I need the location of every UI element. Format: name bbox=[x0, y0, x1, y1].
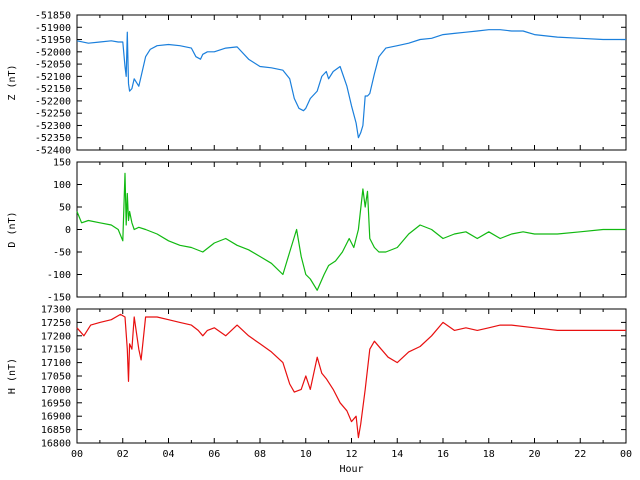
z-ytick-label: -52050 bbox=[35, 60, 71, 71]
z-ytick-label: -52300 bbox=[35, 121, 71, 132]
z-ytick-label: -52250 bbox=[35, 109, 71, 120]
d-ytick-label: -100 bbox=[47, 270, 71, 281]
d-series-line bbox=[76, 172, 626, 291]
h-ytick-label: 17050 bbox=[41, 372, 71, 383]
z-ytick-label: -52000 bbox=[35, 47, 71, 58]
d-ytick-label: 100 bbox=[53, 180, 71, 191]
d-ytick-label: -150 bbox=[47, 293, 71, 304]
z-ytick-label: -52400 bbox=[35, 146, 71, 157]
z-ytick-label: -51900 bbox=[35, 23, 71, 34]
z-ytick-label: -52100 bbox=[35, 72, 71, 83]
x-tick-label: 12 bbox=[345, 449, 357, 460]
x-axis-label: Hour bbox=[339, 464, 363, 475]
x-tick-label: 06 bbox=[208, 449, 220, 460]
x-tick-label: 02 bbox=[117, 449, 129, 460]
d-ylabel: D (nT) bbox=[7, 211, 18, 247]
z-ytick-label: -52150 bbox=[35, 84, 71, 95]
h-ytick-label: 17100 bbox=[41, 358, 71, 369]
x-tick-label: 08 bbox=[254, 449, 266, 460]
x-tick-label: 22 bbox=[574, 449, 586, 460]
h-ytick-label: 16850 bbox=[41, 425, 71, 436]
z-ytick-label: -51850 bbox=[35, 11, 71, 22]
x-tick-label: 00 bbox=[620, 449, 632, 460]
x-tick-label: 04 bbox=[162, 449, 174, 460]
x-tick-label: 20 bbox=[528, 449, 540, 460]
x-tick-label: 16 bbox=[437, 449, 449, 460]
z-ytick-label: -52200 bbox=[35, 96, 71, 107]
d-panel-frame bbox=[76, 161, 627, 298]
x-tick-label: 18 bbox=[483, 449, 495, 460]
h-ytick-label: 17200 bbox=[41, 331, 71, 342]
d-ytick-label: 50 bbox=[59, 203, 71, 214]
d-ytick-label: 150 bbox=[53, 158, 71, 169]
h-ytick-label: 16950 bbox=[41, 398, 71, 409]
h-ytick-label: 17000 bbox=[41, 385, 71, 396]
z-ytick-label: -52350 bbox=[35, 133, 71, 144]
x-tick-label: 00 bbox=[71, 449, 83, 460]
h-ytick-label: 16800 bbox=[41, 439, 71, 450]
h-ytick-label: 17250 bbox=[41, 318, 71, 329]
h-ylabel: H (nT) bbox=[7, 358, 18, 394]
x-tick-label: 10 bbox=[300, 449, 312, 460]
h-series-line bbox=[76, 313, 626, 439]
h-ytick-label: 17300 bbox=[41, 305, 71, 316]
h-ytick-label: 16900 bbox=[41, 412, 71, 423]
z-series-line bbox=[76, 29, 626, 139]
d-ytick-label: -50 bbox=[53, 248, 71, 259]
z-ytick-label: -51950 bbox=[35, 35, 71, 46]
x-tick-label: 14 bbox=[391, 449, 403, 460]
z-ylabel: Z (nT) bbox=[7, 64, 18, 100]
h-ytick-label: 17150 bbox=[41, 345, 71, 356]
d-ytick-label: 0 bbox=[65, 225, 71, 236]
